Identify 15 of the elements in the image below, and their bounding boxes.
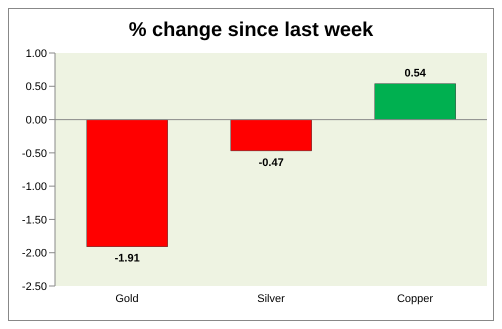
chart-title: % change since last week: [128, 18, 374, 43]
x-tick-label: Silver: [257, 292, 286, 305]
y-tick-label: -2.50: [22, 280, 47, 293]
y-tick-label: 0.50: [26, 81, 47, 94]
y-tick-label: -0.50: [22, 148, 47, 160]
x-tick-label: Gold: [115, 292, 139, 305]
y-tick-label: 0.00: [26, 114, 47, 126]
y-tick-label: -1.50: [22, 214, 47, 226]
data-label: 0.54: [404, 68, 427, 80]
y-tick-label: 1.00: [26, 48, 47, 60]
y-tick-label: -1.00: [22, 181, 47, 194]
x-tick-label: Copper: [396, 292, 434, 305]
data-label: -0.47: [258, 156, 284, 169]
y-tick-label: -2.00: [22, 248, 47, 260]
data-label: -1.91: [114, 252, 140, 265]
